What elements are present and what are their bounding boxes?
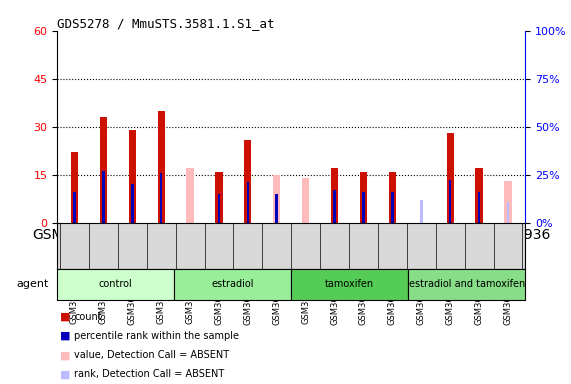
Bar xyxy=(506,202,509,223)
Text: value, Detection Call = ABSENT: value, Detection Call = ABSENT xyxy=(74,350,230,360)
Bar xyxy=(275,194,278,223)
Bar xyxy=(360,172,367,223)
Bar xyxy=(215,172,223,223)
Text: rank, Detection Call = ABSENT: rank, Detection Call = ABSENT xyxy=(74,369,224,379)
Text: ■: ■ xyxy=(61,369,71,379)
Text: estradiol: estradiol xyxy=(211,279,254,289)
Bar xyxy=(218,194,220,223)
Bar xyxy=(247,182,249,223)
Bar xyxy=(187,168,194,223)
Bar xyxy=(71,152,78,223)
Bar xyxy=(478,192,480,223)
FancyBboxPatch shape xyxy=(57,269,174,300)
Text: count: count xyxy=(74,312,102,322)
Text: ■: ■ xyxy=(61,331,71,341)
Text: estradiol and tamoxifen: estradiol and tamoxifen xyxy=(409,279,525,289)
Bar xyxy=(476,168,482,223)
Bar xyxy=(389,172,396,223)
Bar xyxy=(128,130,136,223)
Text: GDS5278 / MmuSTS.3581.1.S1_at: GDS5278 / MmuSTS.3581.1.S1_at xyxy=(57,17,275,30)
Bar xyxy=(449,180,452,223)
Bar xyxy=(158,111,165,223)
Bar xyxy=(131,184,134,223)
Bar xyxy=(362,192,365,223)
Text: percentile rank within the sample: percentile rank within the sample xyxy=(74,331,239,341)
Bar xyxy=(420,200,423,223)
Bar xyxy=(100,117,107,223)
Bar xyxy=(102,171,104,223)
Bar xyxy=(244,139,251,223)
Bar xyxy=(273,175,280,223)
Text: agent: agent xyxy=(16,279,49,289)
Text: ■: ■ xyxy=(61,312,71,322)
Text: control: control xyxy=(99,279,132,289)
FancyBboxPatch shape xyxy=(408,269,525,300)
Bar xyxy=(73,192,76,223)
Bar xyxy=(504,181,512,223)
Bar xyxy=(331,168,338,223)
FancyBboxPatch shape xyxy=(291,269,408,300)
Text: ■: ■ xyxy=(61,350,71,360)
Bar xyxy=(447,133,454,223)
FancyBboxPatch shape xyxy=(174,269,291,300)
Bar xyxy=(333,190,336,223)
Bar xyxy=(160,173,162,223)
Bar xyxy=(302,178,309,223)
Bar xyxy=(391,192,393,223)
Text: tamoxifen: tamoxifen xyxy=(325,279,375,289)
